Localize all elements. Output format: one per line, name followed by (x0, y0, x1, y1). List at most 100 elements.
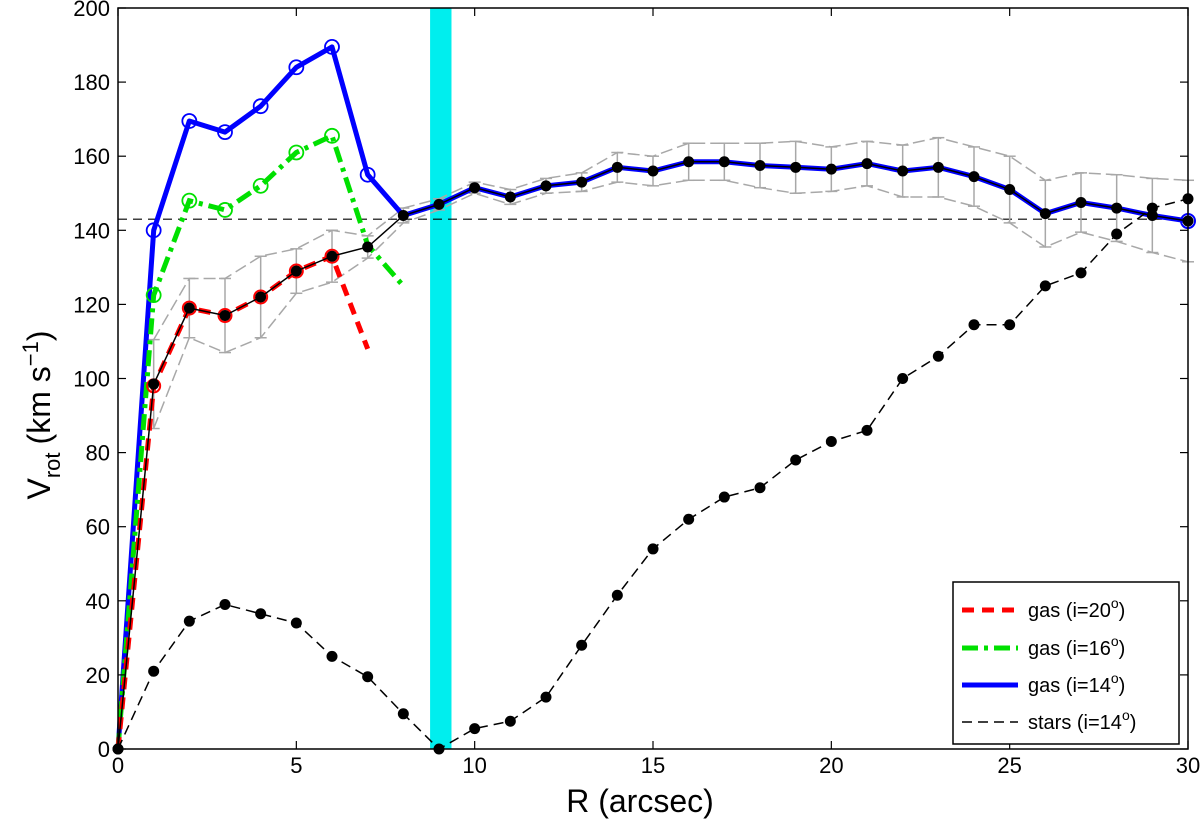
marker-stars-i14 (540, 691, 552, 703)
marker-stars-i14 (718, 491, 730, 503)
marker-combined (611, 161, 623, 173)
marker-combined (326, 250, 338, 262)
marker-combined (754, 159, 766, 171)
marker-stars-i14 (861, 424, 873, 436)
marker-gas-i16 (217, 202, 233, 218)
marker-combined (219, 310, 231, 322)
marker-stars-i14 (611, 589, 623, 601)
marker-combined (255, 291, 267, 303)
x-tick-label: 0 (112, 753, 124, 778)
marker-gas-i16 (252, 177, 269, 194)
marker-stars-i14 (148, 665, 160, 677)
marker-stars-i14 (932, 350, 944, 362)
marker-gas-i20 (253, 289, 269, 305)
marker-combined (968, 171, 980, 183)
marker-stars-i14 (683, 513, 695, 525)
marker-stars-i14 (504, 715, 516, 727)
marker-gas-i20 (324, 248, 340, 264)
marker-combined (1075, 197, 1087, 209)
marker-gas-i14 (324, 39, 340, 55)
x-tick-label: 15 (641, 753, 665, 778)
y-axis-title: Vrot (km s−1) (18, 331, 65, 500)
marker-stars-i14 (968, 319, 980, 331)
marker-stars-i14 (1146, 202, 1158, 214)
marker-gas-i16 (288, 144, 305, 161)
marker-combined (718, 156, 730, 168)
y-tick-label: 200 (73, 0, 110, 21)
marker-combined (1111, 202, 1123, 214)
y-tick-label: 60 (86, 515, 110, 540)
y-tick-label: 160 (73, 144, 110, 169)
marker-combined (1039, 208, 1051, 220)
marker-stars-i14 (362, 671, 374, 683)
marker-gas-i16 (145, 287, 162, 304)
legend-label-gas-i16: gas (i=16o) (1028, 633, 1125, 660)
marker-combined (362, 241, 374, 253)
marker-gas-i16 (181, 192, 198, 209)
axes-layer (117, 7, 1189, 750)
marker-stars-i14 (790, 454, 802, 466)
marker-combined (397, 209, 409, 221)
marker-gas-i20 (181, 300, 197, 316)
marker-combined (897, 165, 909, 177)
marker-stars-i14 (1111, 228, 1123, 240)
marker-combined (433, 198, 445, 210)
marker-combined (540, 180, 552, 192)
error-envelope-lower (153, 179, 1189, 429)
highlight-band (430, 8, 452, 749)
y-tick-label: 180 (73, 70, 110, 95)
legend-label-gas-i20: gas (i=20o) (1028, 595, 1125, 622)
y-axis-title-unit: (km s (21, 366, 57, 444)
marker-stars-i14 (1039, 280, 1051, 292)
x-tick-label: 30 (1176, 753, 1200, 778)
legend-label-stars-i14: stars (i=14o) (1028, 707, 1136, 734)
error-envelope-upper (153, 136, 1189, 340)
marker-combined (1004, 184, 1016, 196)
x-tick-label: 20 (819, 753, 843, 778)
marker-gas-i20 (288, 263, 304, 279)
marker-stars-i14 (326, 650, 338, 662)
tick-label-layer: 0 5 10 15 20 25 30 0 20 40 60 80 100 120 140 160 180 200 (73, 0, 1200, 778)
marker-combined (469, 182, 481, 194)
y-tick-label: 100 (73, 367, 110, 392)
marker-combined (790, 161, 802, 173)
y-axis-title-main: V (21, 477, 57, 499)
y-tick-label: 20 (86, 663, 110, 688)
x-tick-label: 10 (462, 753, 486, 778)
marker-gas-i14 (145, 222, 162, 239)
marker-stars-i14 (1075, 267, 1087, 279)
marker-gas-i16 (324, 127, 340, 144)
marker-stars-i14 (897, 373, 909, 384)
marker-stars-i14 (219, 599, 231, 611)
marker-gas-i14 (252, 98, 269, 115)
y-tick-label: 0 (98, 737, 110, 762)
marker-gas-i14 (359, 166, 376, 183)
legend: gas (i=20o) gas (i=16o) gas (i=14o) star… (952, 581, 1180, 745)
y-tick-label: 80 (86, 441, 110, 466)
marker-stars-i14 (290, 617, 302, 629)
marker-gas-i14 (217, 124, 233, 141)
marker-stars-i14 (469, 723, 481, 735)
marker-stars-i14 (647, 543, 659, 555)
y-tick-label: 120 (73, 292, 110, 317)
marker-stars-i14 (754, 482, 766, 494)
marker-combined (504, 191, 516, 203)
y-tick-label: 40 (86, 589, 110, 614)
marker-combined (825, 163, 837, 175)
highlight-band-layer (430, 8, 452, 749)
marker-gas-i20 (217, 308, 233, 324)
y-tick-label: 140 (73, 218, 110, 243)
marker-combined (932, 161, 944, 173)
x-tick-label: 5 (290, 753, 302, 778)
marker-combined (647, 165, 659, 177)
x-tick-label: 25 (997, 753, 1021, 778)
marker-combined (576, 176, 588, 188)
y-axis-title-unit-exp: −1 (18, 341, 43, 366)
marker-stars-i14 (255, 608, 267, 620)
marker-combined (183, 302, 195, 314)
y-axis-title-sub: rot (40, 452, 65, 478)
marker-stars-i14 (183, 615, 195, 627)
legend-label-gas-i14: gas (i=14o) (1028, 670, 1125, 697)
marker-stars-i14 (576, 639, 588, 651)
